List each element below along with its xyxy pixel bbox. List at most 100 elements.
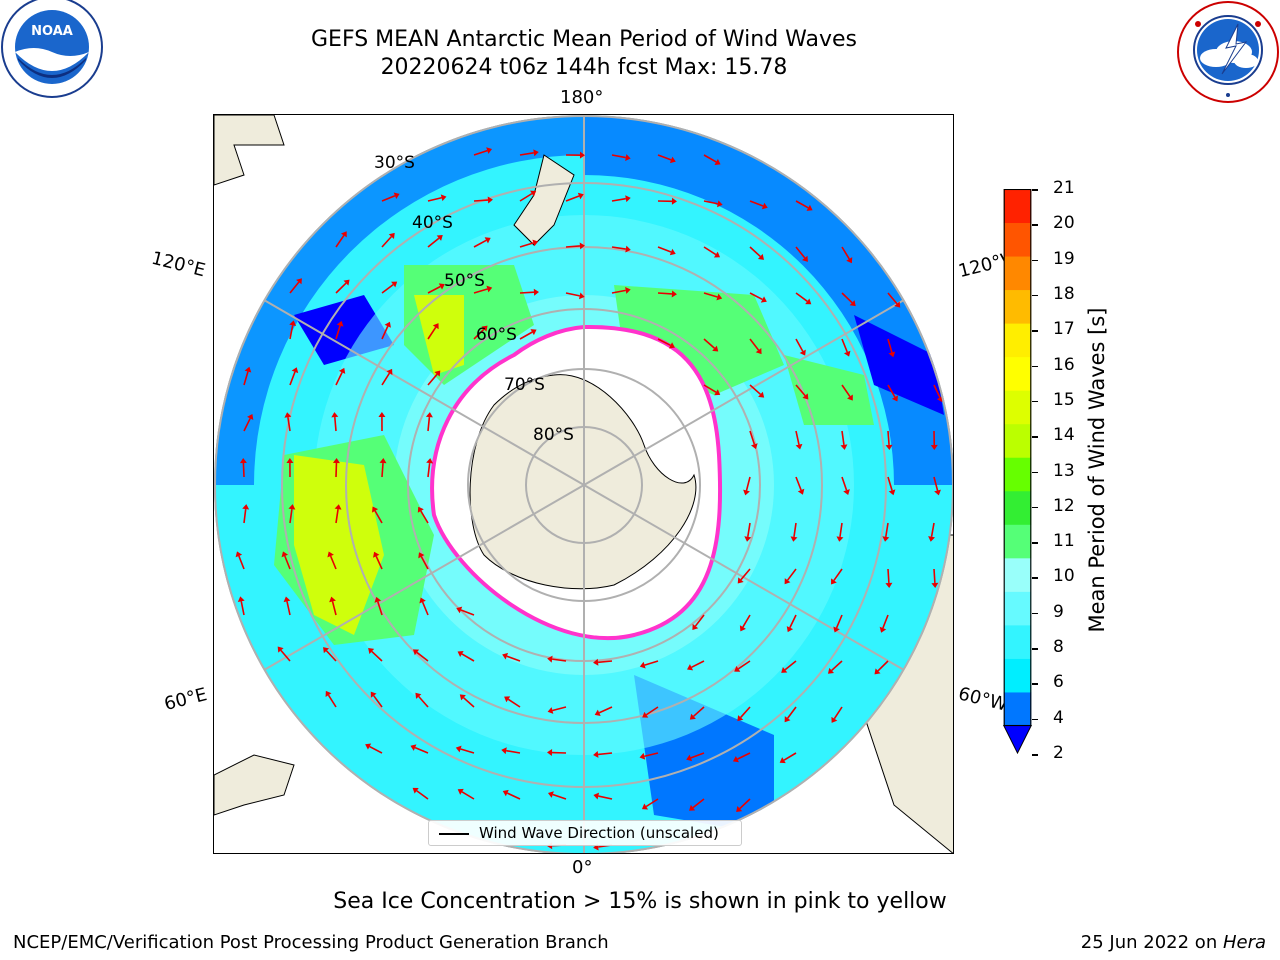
wind-wave-arrow-head <box>425 412 433 418</box>
wind-wave-arrow <box>657 246 672 253</box>
wind-wave-arrow-head <box>242 504 250 510</box>
wind-wave-arrow <box>327 694 337 708</box>
wind-wave-arrow-head <box>885 582 893 588</box>
colorbar-segment <box>1003 323 1032 358</box>
colorbar-segment <box>1003 691 1032 726</box>
wind-wave-arrow <box>887 476 893 491</box>
wind-wave-arrow-head <box>671 290 677 298</box>
colorbar-tick-mark <box>1032 506 1038 509</box>
wind-wave-arrow <box>565 292 580 297</box>
colorbar-tick-label: 12 <box>1053 495 1075 516</box>
wind-wave-arrow-head <box>419 597 426 604</box>
wind-wave-arrow-head <box>286 458 294 464</box>
wind-wave-arrow <box>334 416 337 432</box>
wind-wave-arrow-head <box>928 536 936 542</box>
wind-wave-arrow-head <box>415 692 422 699</box>
colorbar-tick-mark <box>1032 542 1038 544</box>
wind-wave-arrow-head <box>641 803 649 810</box>
wind-wave-arrow-head <box>891 395 898 402</box>
wind-wave-arrow-head <box>668 342 675 349</box>
wind-wave-arrow-head <box>283 596 291 603</box>
wind-wave-arrow-head <box>802 393 809 400</box>
wind-wave-arrow <box>238 555 245 570</box>
wind-wave-arrow-head <box>340 231 347 238</box>
wind-wave-arrow <box>335 372 343 386</box>
wind-wave-arrow-head <box>365 743 372 750</box>
wind-wave-arrow-head <box>833 626 840 633</box>
wind-wave-arrow-head <box>642 711 649 718</box>
colorbar-tick-label: 17 <box>1053 319 1075 340</box>
land-antarctica <box>469 374 697 590</box>
colorbar-tick-mark <box>1032 471 1038 473</box>
wind-wave-arrow-head <box>436 235 443 241</box>
wind-wave-arrow <box>841 384 851 397</box>
wind-wave-arrow <box>473 288 488 294</box>
wind-wave-arrow-head <box>237 596 245 602</box>
wind-wave-arrow <box>427 373 438 386</box>
wind-wave-arrow-head <box>894 301 901 308</box>
wind-wave-arrow <box>933 384 941 398</box>
lon-label-0: 0° <box>572 857 593 878</box>
colorbar-tick-mark <box>1032 259 1038 262</box>
noaa-logo: NOAA <box>0 0 104 104</box>
wind-wave-arrow <box>335 234 345 248</box>
wind-wave-arrow <box>703 200 718 205</box>
wind-wave-arrow <box>416 651 429 662</box>
colorbar-segment <box>1003 658 1032 693</box>
wind-wave-arrow <box>749 200 764 207</box>
colorbar-tick-label: 21 <box>1053 178 1075 198</box>
wind-wave-arrow <box>369 745 383 754</box>
wind-wave-arrow <box>749 384 761 395</box>
wind-wave-arrow <box>703 246 717 256</box>
wind-wave-arrow <box>611 289 626 294</box>
wind-wave-arrow <box>835 614 843 629</box>
wind-wave-arrow-head <box>327 551 334 558</box>
wind-wave-arrow-head <box>325 690 332 698</box>
colorbar-tick-mark <box>1032 718 1038 721</box>
wind-wave-arrow <box>381 462 384 478</box>
colorbar-tick-mark <box>1032 224 1038 226</box>
wind-wave-arrow <box>427 326 437 340</box>
wind-wave-arrow <box>552 793 567 800</box>
colorbar-tick-label: 11 <box>1053 531 1075 552</box>
colorbar-tick-label: 20 <box>1053 213 1075 234</box>
wind-wave-arrow <box>793 522 797 537</box>
wind-wave-arrow <box>381 236 392 248</box>
wind-wave-arrow <box>742 614 751 628</box>
wind-wave-arrow <box>877 660 889 672</box>
wind-wave-arrow <box>371 650 383 662</box>
wind-wave-arrow-head <box>879 626 887 633</box>
wind-wave-arrow <box>287 417 291 432</box>
wind-wave-arrow <box>335 509 339 524</box>
wind-wave-arrow-head <box>502 652 509 660</box>
wind-wave-arrow <box>841 292 853 304</box>
wind-wave-arrow-head <box>784 716 791 723</box>
wind-wave-arrow-head <box>739 625 746 632</box>
wind-wave-arrow <box>747 522 751 537</box>
wind-wave-arrow <box>381 283 394 294</box>
wind-wave-arrow-head <box>639 661 646 669</box>
wind-wave-arrow-head <box>378 412 386 418</box>
wind-wave-arrow-head <box>931 582 939 588</box>
wind-wave-arrow-head <box>410 744 417 751</box>
wind-wave-arrow <box>795 476 802 491</box>
wind-wave-arrow-head <box>288 504 296 510</box>
colorbar-tick-mark <box>1032 648 1038 650</box>
wind-wave-arrow <box>420 510 429 524</box>
wind-wave-arrow-head <box>277 646 284 653</box>
wind-wave-arrow <box>645 798 659 808</box>
wind-wave-arrow <box>473 199 489 202</box>
wind-wave-arrow-head <box>758 391 765 398</box>
wind-wave-arrow-head <box>843 489 850 495</box>
wind-wave-arrow-head <box>235 551 243 558</box>
wind-wave-arrow <box>740 568 751 581</box>
wind-wave-arrow <box>460 748 475 754</box>
wind-wave-arrow-head <box>547 655 553 663</box>
wind-wave-arrow-head <box>714 389 721 396</box>
wind-wave-arrow <box>284 555 291 570</box>
colorbar-tick-label: 13 <box>1053 460 1075 481</box>
wind-wave-arrow <box>519 291 535 294</box>
wind-wave-arrow <box>645 706 659 716</box>
wind-wave-arrow <box>703 384 717 393</box>
colorbar-label: Mean Period of Wind Waves [s] <box>1085 307 1109 633</box>
